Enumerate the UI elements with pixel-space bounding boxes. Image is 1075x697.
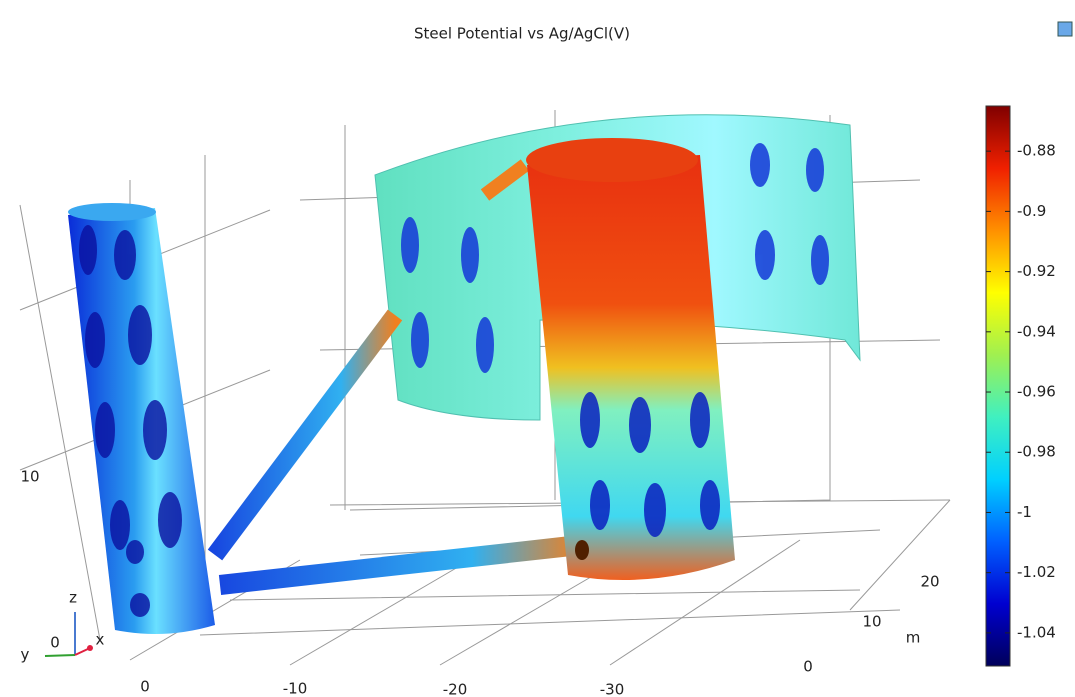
colorbar-tick-label: -1 xyxy=(1017,503,1032,521)
x-tick-label: -10 xyxy=(283,680,308,697)
page: {"chart_data": {"type": "colorbar", "tit… xyxy=(0,0,1075,697)
y-tick-label: 0 xyxy=(803,658,813,676)
z-tick-label: 0 xyxy=(50,634,60,652)
x-tick-label: -30 xyxy=(600,681,625,697)
y-unit: m xyxy=(906,629,921,647)
x-tick-label: -20 xyxy=(443,681,468,697)
y-tick-label: 10 xyxy=(862,613,881,631)
triad-label: y xyxy=(21,646,30,664)
colorbar-tick-label: -0.94 xyxy=(1017,322,1056,340)
left-pile xyxy=(68,203,215,634)
axis-triad: z y x xyxy=(21,589,105,664)
triad-label: x xyxy=(96,631,105,649)
colorbar-tick-label: -0.96 xyxy=(1017,383,1056,401)
colorbar xyxy=(986,106,1010,666)
triad-label: z xyxy=(69,589,77,607)
z-tick-label: 10 xyxy=(20,468,39,486)
colorbar-tick-label: -1.04 xyxy=(1017,623,1056,641)
y-tick-label: 20 xyxy=(920,573,939,591)
chart-title: Steel Potential vs Ag/AgCl(V) xyxy=(414,25,630,43)
colorbar-tick-label: -1.02 xyxy=(1017,563,1056,581)
colorbar-tick-label: -0.98 xyxy=(1017,443,1056,461)
plot-window: 0 -10 -20 -30 0 10 20 m 10 0 z y x Steel… xyxy=(0,0,1075,697)
colorbar-tick-label: -0.9 xyxy=(1017,202,1046,220)
colorbar-tick-label: -0.92 xyxy=(1017,262,1056,280)
right-pile xyxy=(526,138,735,580)
window-icon[interactable] xyxy=(1058,22,1072,36)
colorbar-tick-label: -0.88 xyxy=(1017,142,1056,160)
x-tick-label: 0 xyxy=(140,678,150,696)
